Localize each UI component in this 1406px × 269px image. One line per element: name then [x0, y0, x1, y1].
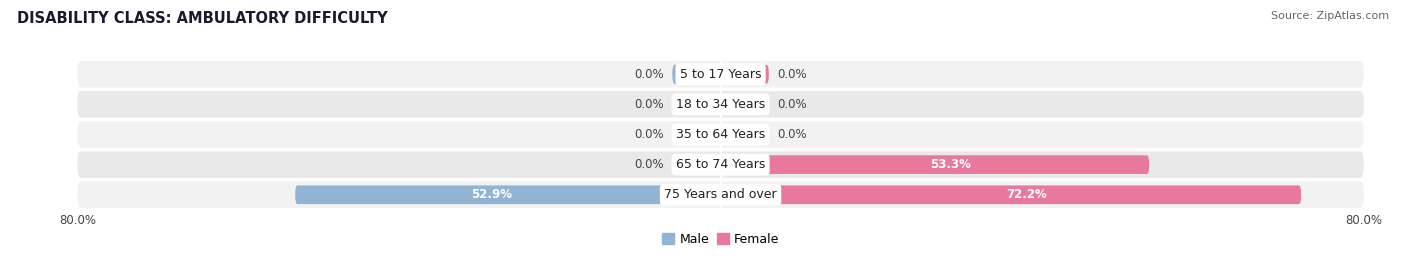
FancyBboxPatch shape — [672, 125, 721, 144]
FancyBboxPatch shape — [721, 185, 1301, 204]
FancyBboxPatch shape — [721, 95, 769, 114]
Text: 53.3%: 53.3% — [931, 158, 972, 171]
Text: Source: ZipAtlas.com: Source: ZipAtlas.com — [1271, 11, 1389, 21]
FancyBboxPatch shape — [77, 182, 1364, 208]
Text: 0.0%: 0.0% — [778, 128, 807, 141]
Text: 0.0%: 0.0% — [634, 128, 664, 141]
Text: 0.0%: 0.0% — [778, 68, 807, 81]
FancyBboxPatch shape — [721, 65, 769, 84]
FancyBboxPatch shape — [77, 121, 1364, 148]
Text: 5 to 17 Years: 5 to 17 Years — [681, 68, 761, 81]
FancyBboxPatch shape — [721, 155, 1149, 174]
Text: 72.2%: 72.2% — [1007, 188, 1047, 201]
Text: 0.0%: 0.0% — [634, 68, 664, 81]
Legend: Male, Female: Male, Female — [662, 233, 779, 246]
Text: 65 to 74 Years: 65 to 74 Years — [676, 158, 765, 171]
Text: 75 Years and over: 75 Years and over — [664, 188, 778, 201]
FancyBboxPatch shape — [77, 91, 1364, 118]
Text: 52.9%: 52.9% — [471, 188, 512, 201]
FancyBboxPatch shape — [672, 155, 721, 174]
FancyBboxPatch shape — [295, 185, 721, 204]
FancyBboxPatch shape — [721, 125, 769, 144]
Text: 18 to 34 Years: 18 to 34 Years — [676, 98, 765, 111]
FancyBboxPatch shape — [672, 65, 721, 84]
FancyBboxPatch shape — [77, 151, 1364, 178]
Text: 35 to 64 Years: 35 to 64 Years — [676, 128, 765, 141]
FancyBboxPatch shape — [77, 61, 1364, 87]
Text: DISABILITY CLASS: AMBULATORY DIFFICULTY: DISABILITY CLASS: AMBULATORY DIFFICULTY — [17, 11, 388, 26]
Text: 0.0%: 0.0% — [778, 98, 807, 111]
Text: 0.0%: 0.0% — [634, 98, 664, 111]
Text: 0.0%: 0.0% — [634, 158, 664, 171]
FancyBboxPatch shape — [672, 95, 721, 114]
